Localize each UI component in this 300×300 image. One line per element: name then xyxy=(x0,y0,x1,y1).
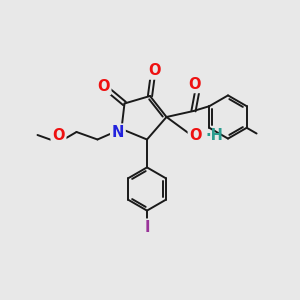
Text: O: O xyxy=(52,128,65,143)
Text: O: O xyxy=(148,63,161,78)
Text: I: I xyxy=(144,220,150,235)
Text: O: O xyxy=(97,79,110,94)
Text: O: O xyxy=(188,76,201,92)
Text: O: O xyxy=(189,128,202,142)
Text: N: N xyxy=(112,125,124,140)
Text: ·H: ·H xyxy=(206,128,224,142)
